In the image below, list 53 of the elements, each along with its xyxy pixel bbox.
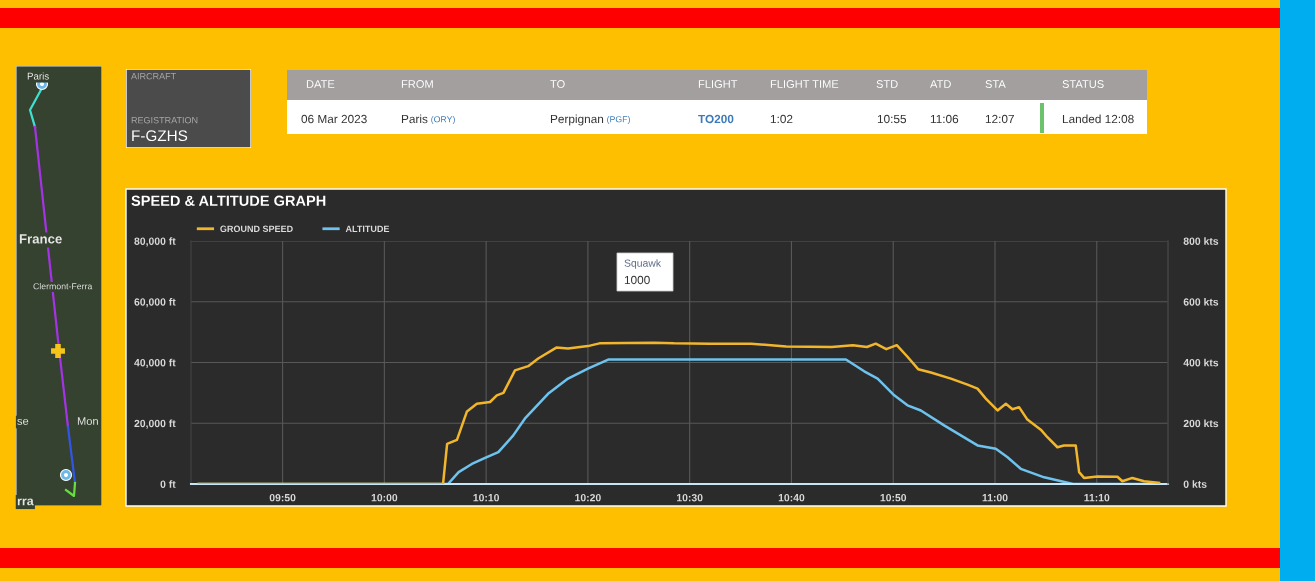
y-tick-label: 40,000 ft: [134, 358, 176, 368]
text: F-GZHS: [132, 130, 188, 142]
text: TO200: [698, 114, 734, 124]
annotation: 1000: [624, 275, 650, 285]
text: se: [17, 418, 29, 425]
text: France: [19, 234, 62, 244]
text: 10:55: [877, 114, 907, 124]
legend-label: ALTITUDE: [345, 225, 390, 232]
chart-title: SPEED & ALTITUDE GRAPH: [131, 195, 326, 206]
text: rra: [17, 498, 34, 506]
text: Clermont-Ferra: [33, 282, 93, 290]
text: 06 Mar 2023: [301, 114, 367, 124]
text: (ORY): [431, 115, 455, 125]
text: Landed 12:08: [1062, 114, 1134, 124]
x-tick-label: 10:50: [880, 494, 907, 502]
text: DATE: [306, 80, 335, 88]
y-tick-label: 60,000 ft: [134, 297, 176, 308]
text: 12:07: [985, 114, 1014, 124]
text: Perpignan: [550, 114, 604, 126]
text: Paris: [401, 114, 428, 124]
text: Paris: [27, 72, 49, 80]
text: STA: [985, 80, 1006, 88]
x-tick-label: 11:00: [982, 494, 1008, 502]
text: 11:06: [930, 114, 959, 124]
legend-label: GROUND SPEED: [220, 225, 293, 232]
x-tick-label: 10:30: [677, 494, 703, 502]
y2-tick-label: 200 kts: [1183, 419, 1219, 428]
text: FROM: [401, 80, 433, 88]
x-tick-label: 10:20: [575, 494, 601, 502]
text: TO: [550, 80, 565, 88]
y2-tick-label: 800 kts: [1183, 237, 1219, 245]
y2-tick-label: 600 kts: [1183, 297, 1219, 306]
text: FLIGHT: [698, 80, 738, 88]
text: ATD: [930, 80, 951, 88]
y2-tick-label: 0 kts: [1183, 480, 1207, 488]
text: STD: [876, 80, 898, 88]
x-tick-label: 10:10: [473, 494, 500, 502]
x-tick-label: 10:40: [778, 494, 805, 502]
text: AIRCRAFT: [131, 73, 176, 80]
text: STATUS: [1062, 80, 1104, 88]
annotation: Squawk: [624, 259, 662, 269]
text: FLIGHT TIME: [770, 80, 839, 88]
text: 1:02: [770, 114, 793, 124]
text: (PGF): [607, 115, 630, 125]
text: REGISTRATION: [131, 117, 198, 124]
text: Mon: [77, 417, 98, 425]
x-tick-label: 09:50: [269, 494, 296, 502]
y-tick-label: 20,000 ft: [134, 419, 176, 429]
x-tick-label: 10:00: [371, 494, 398, 502]
y2-tick-label: 400 kts: [1183, 358, 1219, 367]
x-tick-label: 11:10: [1084, 494, 1110, 502]
y-tick-label: 80,000 ft: [134, 237, 176, 247]
y-tick-label: 0 ft: [160, 480, 176, 488]
